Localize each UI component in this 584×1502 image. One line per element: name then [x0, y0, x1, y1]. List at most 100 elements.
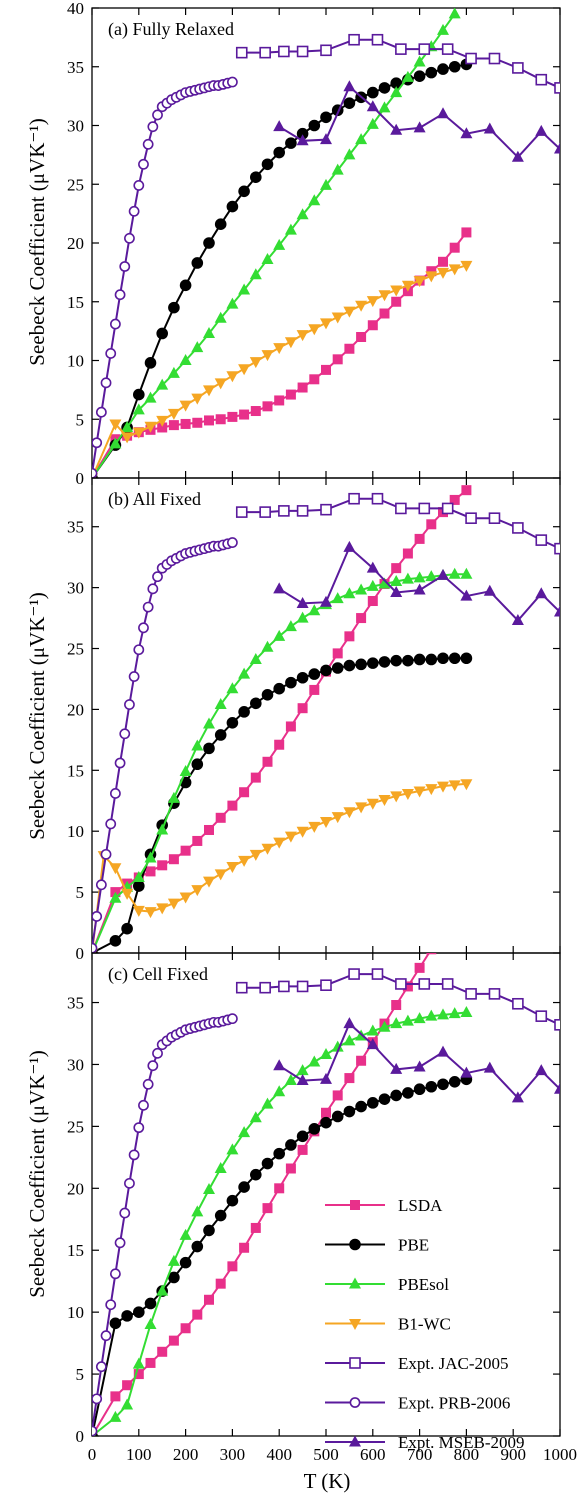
- data-point: [95, 1361, 107, 1373]
- y-axis-label-panel-c: Seebeck Coefficient (μVK⁻¹): [25, 1050, 49, 1298]
- data-point: [511, 150, 524, 162]
- data-point: [250, 1168, 262, 1181]
- data-point: [437, 1008, 449, 1020]
- x-tick-label: 300: [220, 1445, 246, 1464]
- data-point: [285, 389, 296, 400]
- y-tick-label: 0: [76, 944, 85, 963]
- data-point: [235, 46, 248, 59]
- data-point: [203, 1224, 215, 1237]
- data-point: [378, 656, 391, 668]
- legend-marker: [349, 1238, 361, 1251]
- data-point: [226, 1013, 238, 1025]
- data-point: [321, 1107, 331, 1118]
- x-tick-label: 200: [173, 1445, 199, 1464]
- data-point: [122, 1380, 133, 1391]
- data-point: [437, 267, 449, 279]
- data-point: [378, 1020, 391, 1032]
- data-point: [152, 1047, 163, 1059]
- data-point: [261, 350, 274, 362]
- data-point: [215, 414, 226, 425]
- data-point: [274, 739, 285, 750]
- data-point: [152, 571, 163, 583]
- data-point: [343, 306, 356, 318]
- plot-area-a: [92, 8, 560, 478]
- data-point: [379, 308, 390, 319]
- data-point: [378, 82, 391, 94]
- data-point: [249, 1111, 262, 1123]
- data-point: [366, 1024, 379, 1036]
- x-tick-label: 500: [313, 1445, 339, 1464]
- data-point: [413, 653, 426, 666]
- data-point: [488, 52, 501, 65]
- data-point: [110, 318, 121, 330]
- data-point: [449, 242, 460, 253]
- data-point: [214, 1161, 227, 1173]
- data-point: [203, 385, 215, 397]
- data-point: [105, 1299, 117, 1311]
- plot-area-b: [92, 485, 560, 953]
- data-point: [355, 300, 368, 312]
- x-tick-label: 400: [266, 1445, 292, 1464]
- data-point: [226, 682, 239, 694]
- data-point: [438, 256, 448, 267]
- data-point: [355, 133, 368, 145]
- data-point: [179, 765, 192, 777]
- data-point: [296, 1064, 309, 1076]
- series-expt-mseb-2009: [273, 80, 560, 162]
- data-point: [238, 185, 250, 198]
- y-tick-label: 30: [67, 1055, 84, 1074]
- y-tick-label: 35: [67, 58, 84, 77]
- data-point: [156, 823, 169, 835]
- data-point: [343, 659, 356, 672]
- data-point: [465, 52, 477, 65]
- legend-label: Expt. MSEB-2009: [398, 1433, 525, 1452]
- data-point: [215, 812, 226, 823]
- data-point: [110, 1268, 121, 1280]
- data-point: [114, 1237, 126, 1249]
- data-point: [296, 596, 309, 608]
- data-point: [92, 437, 103, 449]
- legend-marker: [349, 1319, 361, 1330]
- data-point: [156, 415, 169, 427]
- data-point: [426, 953, 437, 955]
- data-point: [259, 506, 271, 518]
- data-point: [425, 1009, 438, 1021]
- data-point: [511, 1091, 524, 1103]
- x-tick-label: 700: [407, 1445, 433, 1464]
- data-point: [179, 354, 192, 365]
- data-point: [395, 502, 407, 515]
- data-point: [238, 706, 250, 718]
- data-point: [460, 1005, 473, 1017]
- data-point: [343, 1034, 356, 1046]
- data-point: [321, 364, 331, 375]
- data-point: [296, 330, 309, 342]
- series-pbesol: [92, 8, 461, 478]
- data-point: [204, 1294, 214, 1305]
- series-line: [92, 231, 468, 478]
- y-tick-label: 20: [67, 1179, 84, 1198]
- legend-item: LSDA: [325, 1196, 443, 1215]
- data-point: [227, 800, 238, 811]
- data-point: [124, 699, 135, 710]
- y-tick-label: 5: [76, 1365, 85, 1384]
- data-point: [192, 1309, 203, 1320]
- legend-item: PBE: [325, 1236, 429, 1255]
- panel-b: 0 5 10 15 20 25 30 35 (b) All Fixed: [67, 477, 561, 963]
- data-point: [511, 614, 524, 625]
- data-point: [296, 127, 309, 140]
- data-point: [390, 77, 403, 89]
- data-point: [331, 662, 344, 674]
- data-point: [320, 595, 332, 607]
- data-point: [226, 537, 238, 548]
- data-point: [157, 422, 168, 433]
- series-pbe: [92, 652, 473, 953]
- data-point: [238, 283, 251, 295]
- series-line: [92, 81, 233, 474]
- series-pbesol: [92, 1005, 473, 1436]
- data-point: [426, 266, 437, 277]
- data-point: [437, 1045, 449, 1057]
- data-point: [378, 1093, 391, 1105]
- data-point: [402, 1087, 414, 1099]
- data-point: [105, 348, 117, 359]
- data-point: [448, 567, 461, 579]
